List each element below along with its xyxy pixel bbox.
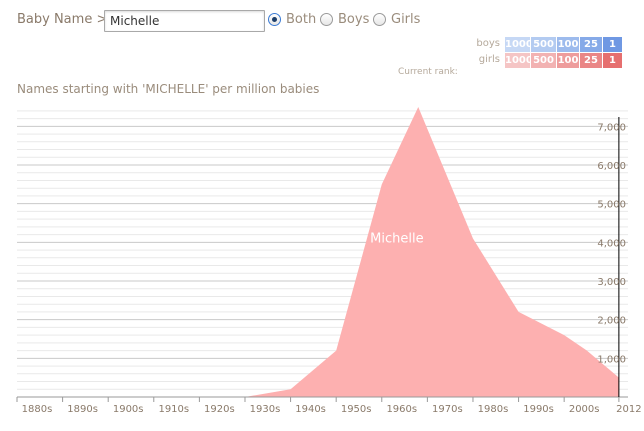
series-area-michelle bbox=[17, 107, 619, 397]
y-tick-label: 3,000 bbox=[597, 277, 626, 288]
x-tick-label: 1920s bbox=[204, 404, 235, 415]
name-search-input[interactable] bbox=[104, 10, 265, 32]
rank-cell-girls-100: 100 bbox=[557, 53, 579, 68]
y-tick-label: 5,000 bbox=[597, 200, 626, 211]
x-tick-label: 1950s bbox=[341, 404, 372, 415]
x-tick-label: 1880s bbox=[22, 404, 53, 415]
x-tick-label: 2000s bbox=[569, 404, 600, 415]
y-tick-label: 1,000 bbox=[597, 354, 626, 365]
rank-boys-label: boys bbox=[476, 38, 500, 49]
x-tick-label: 1960s bbox=[386, 404, 417, 415]
rank-cell-girls-25: 25 bbox=[580, 53, 602, 68]
radio-both[interactable]: Both bbox=[268, 12, 316, 27]
radio-boys-label: Boys bbox=[338, 12, 370, 27]
radio-girls-label: Girls bbox=[391, 12, 421, 27]
baby-name-label: Baby Name > bbox=[17, 12, 108, 27]
rank-cell-girls-1000: 1000 bbox=[505, 53, 533, 68]
x-tick-label: 2012 bbox=[616, 404, 641, 415]
radio-girls-icon[interactable] bbox=[373, 13, 386, 26]
rank-cell-girls-1: 1 bbox=[603, 53, 622, 68]
rank-cell-boys-1: 1 bbox=[603, 37, 622, 52]
x-tick-label: 1910s bbox=[158, 404, 189, 415]
radio-both-label: Both bbox=[286, 12, 317, 27]
x-tick-label: 1890s bbox=[67, 404, 98, 415]
rank-girls-label: girls bbox=[478, 54, 500, 65]
x-tick-label: 1900s bbox=[113, 404, 144, 415]
x-tick-label: 1930s bbox=[250, 404, 281, 415]
rank-cell-boys-25: 25 bbox=[580, 37, 602, 52]
y-tick-label: 6,000 bbox=[597, 161, 626, 172]
rank-cell-girls-500: 500 bbox=[531, 53, 556, 68]
radio-girls[interactable]: Girls bbox=[373, 12, 420, 27]
y-tick-label: 4,000 bbox=[597, 238, 626, 249]
rank-cell-boys-500: 500 bbox=[531, 37, 556, 52]
chart-subtitle: Names starting with 'MICHELLE' per milli… bbox=[17, 82, 320, 96]
rank-cell-boys-100: 100 bbox=[557, 37, 579, 52]
radio-boys[interactable]: Boys bbox=[320, 12, 369, 27]
radio-both-icon[interactable] bbox=[268, 13, 281, 26]
x-tick-label: 1990s bbox=[523, 404, 554, 415]
x-tick-label: 1980s bbox=[478, 404, 509, 415]
current-rank-label: Current rank: bbox=[398, 67, 458, 77]
y-tick-label: 2,000 bbox=[597, 316, 626, 327]
y-tick-label: 7,000 bbox=[597, 122, 626, 133]
series-label-michelle: Michelle bbox=[370, 231, 423, 246]
rank-cell-boys-1000: 1000 bbox=[505, 37, 533, 52]
radio-boys-icon[interactable] bbox=[320, 13, 333, 26]
x-tick-label: 1940s bbox=[295, 404, 326, 415]
x-tick-label: 1970s bbox=[432, 404, 463, 415]
